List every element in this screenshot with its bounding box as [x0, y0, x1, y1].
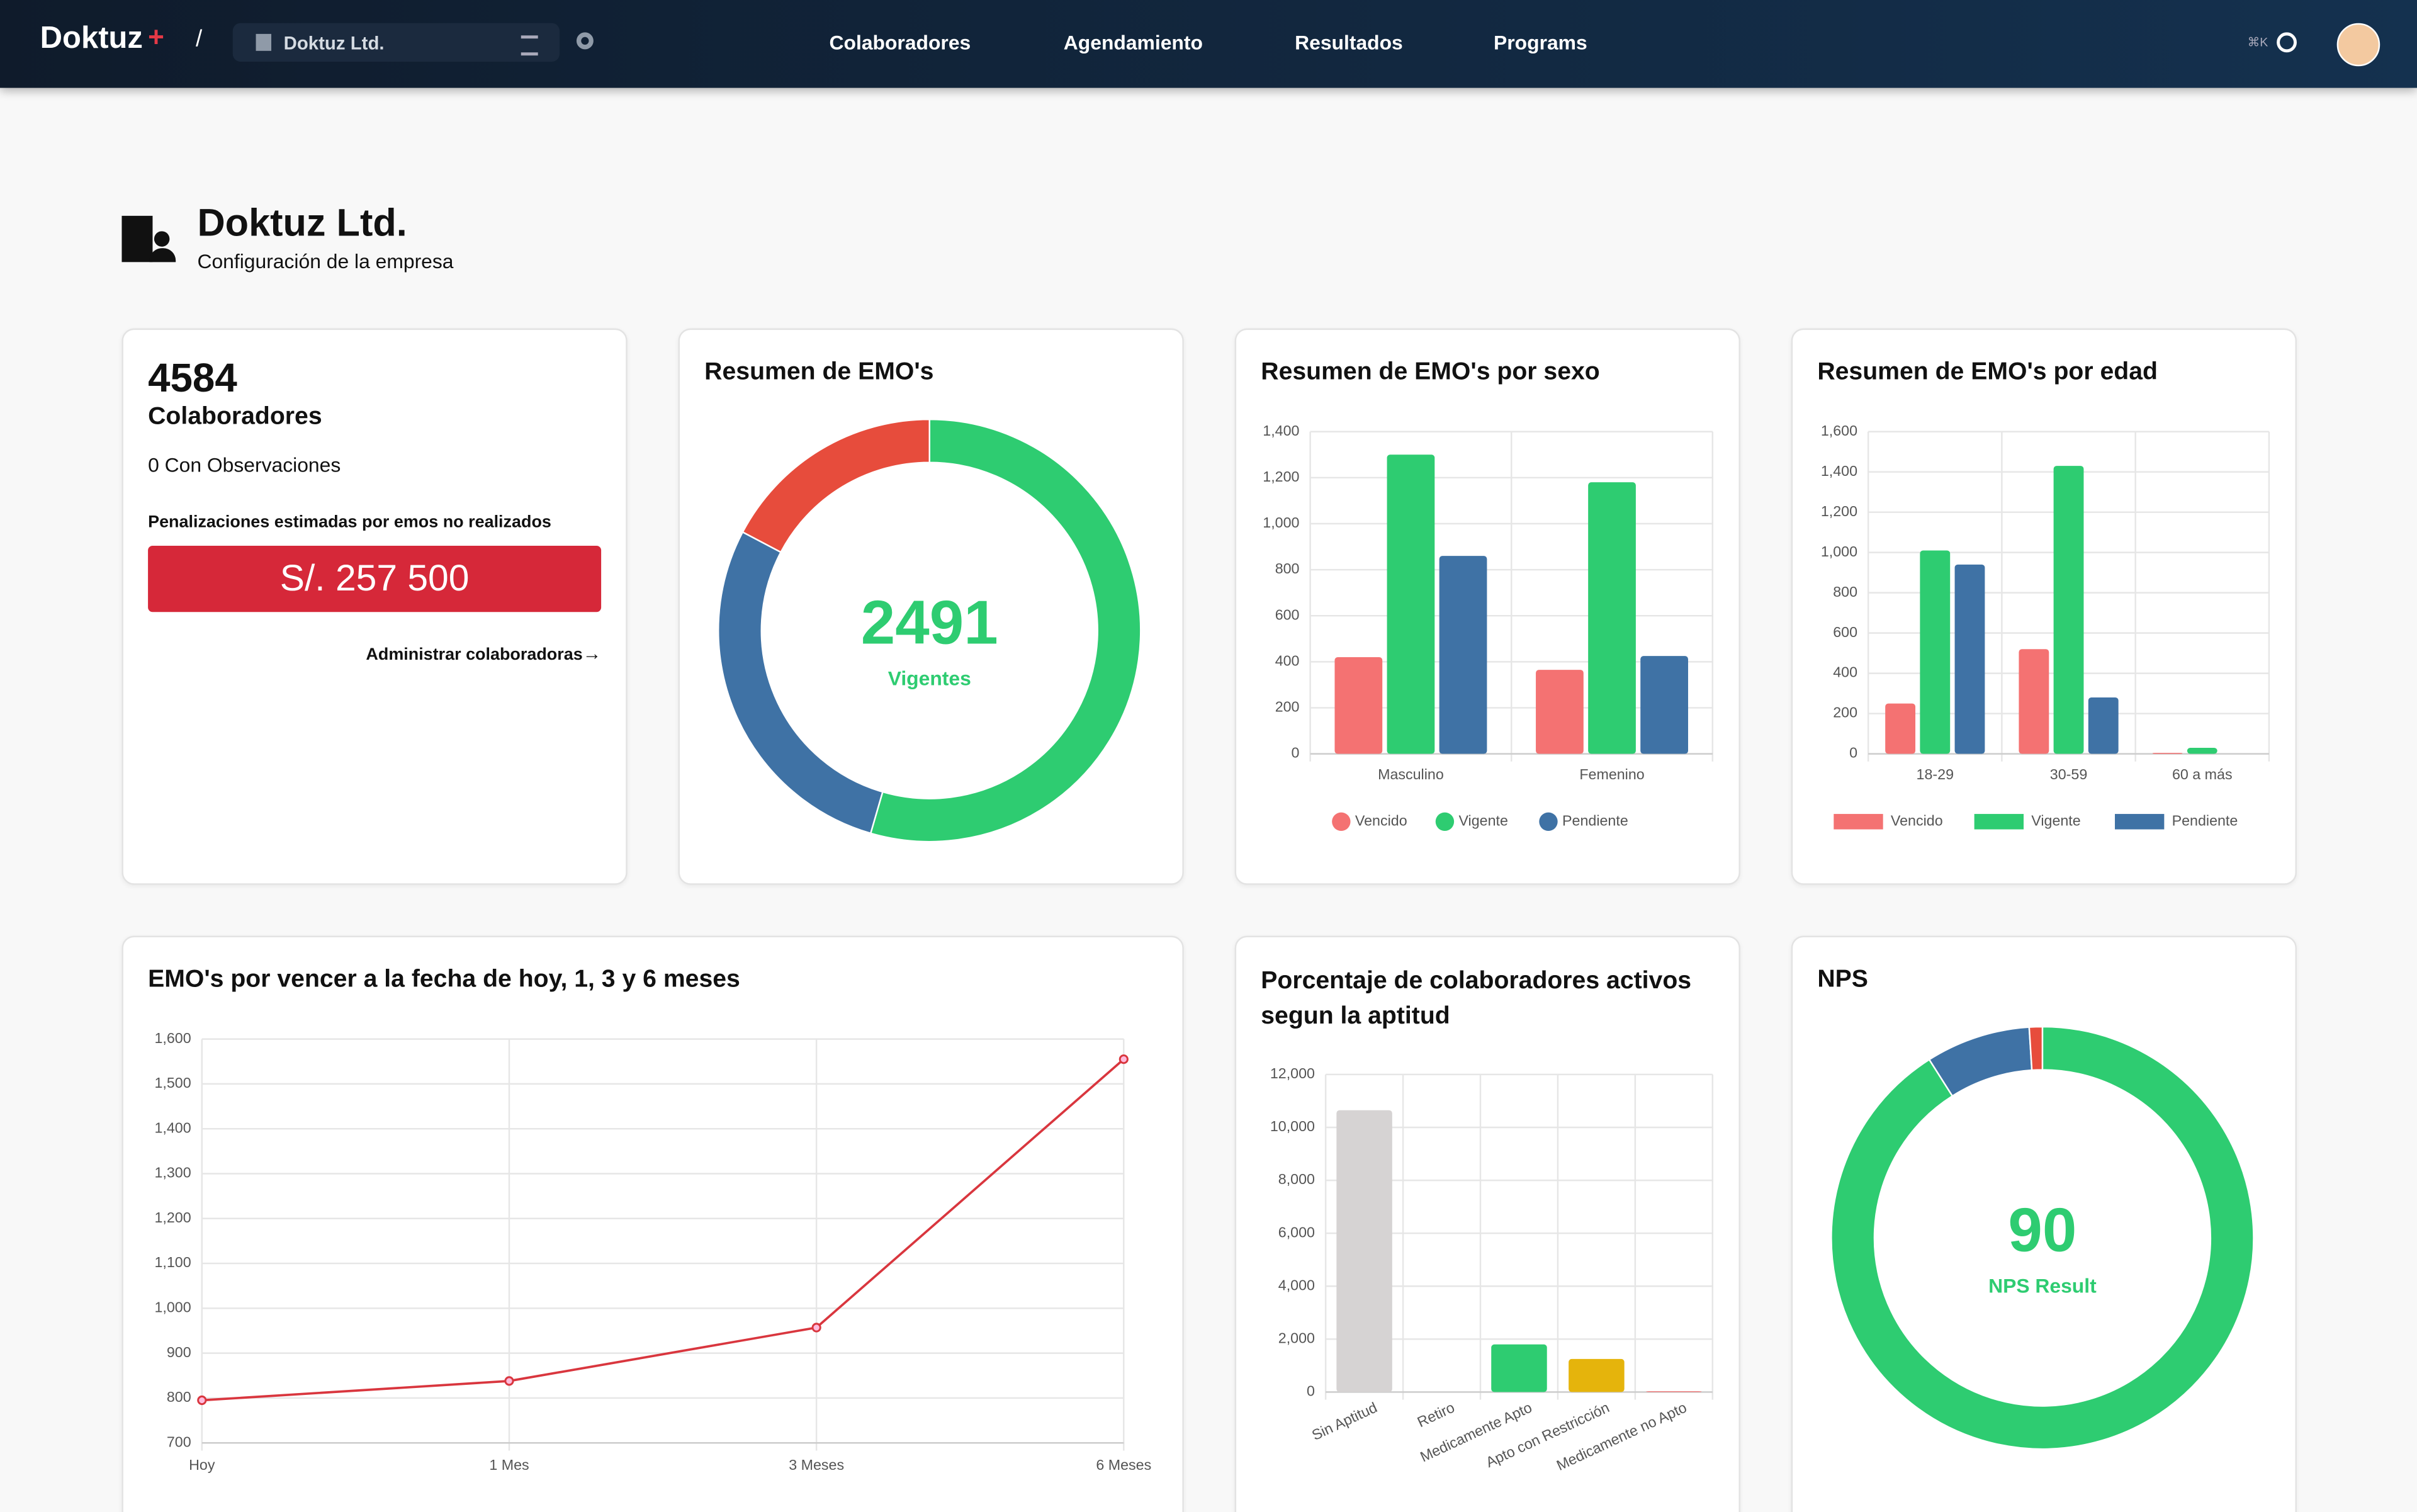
bar	[1336, 1110, 1392, 1392]
y-tick-label: 0	[1292, 745, 1300, 761]
y-tick-label: 1,200	[1821, 503, 1857, 519]
y-tick-label: 1,200	[154, 1209, 191, 1226]
legend-marker	[1834, 814, 1883, 829]
y-tick-label: 1,400	[1821, 463, 1857, 479]
y-tick-label: 10,000	[1270, 1118, 1315, 1134]
center-label: NPS Result	[1988, 1274, 2097, 1297]
center-value: 2491	[861, 588, 998, 657]
legend-label: Vigente	[2031, 812, 2080, 828]
legend-marker	[1539, 813, 1557, 831]
bar	[1920, 550, 1950, 753]
y-tick-label: 800	[1275, 560, 1300, 577]
x-tick-label: Medicamente no Apto	[1554, 1399, 1689, 1474]
y-tick-label: 200	[1275, 699, 1300, 715]
bar	[2153, 753, 2183, 754]
y-tick-label: 600	[1275, 606, 1300, 623]
line	[202, 1059, 1124, 1401]
y-tick-label: 600	[1833, 624, 1857, 640]
legend-label: Vencido	[1355, 812, 1407, 828]
x-tick-label: 1 Mes	[489, 1457, 529, 1473]
x-tick-label: 3 Meses	[789, 1457, 844, 1473]
legend-marker	[2115, 814, 2164, 829]
x-tick-label: 18-29	[1917, 766, 1954, 782]
x-tick-label: Hoy	[189, 1457, 215, 1473]
bar	[2019, 649, 2049, 753]
y-tick-label: 8,000	[1278, 1171, 1315, 1187]
y-tick-label: 1,000	[1263, 514, 1299, 531]
y-tick-label: 0	[1307, 1383, 1315, 1399]
bar	[1646, 1391, 1702, 1392]
bar	[1955, 565, 1985, 754]
y-tick-label: 1,400	[154, 1119, 191, 1136]
center-value: 90	[2008, 1195, 2076, 1265]
y-tick-label: 1,100	[154, 1254, 191, 1270]
y-tick-label: 1,000	[154, 1299, 191, 1316]
y-tick-label: 12,000	[1270, 1065, 1315, 1081]
y-tick-label: 1,400	[1263, 422, 1299, 439]
x-tick-label: Femenino	[1579, 766, 1644, 782]
x-tick-label: 60 a más	[2172, 766, 2233, 782]
y-tick-label: 200	[1833, 704, 1857, 721]
bar	[1569, 1359, 1625, 1392]
point	[198, 1396, 206, 1404]
point	[1120, 1056, 1127, 1063]
legend-marker	[1332, 813, 1350, 831]
bar	[2088, 697, 2119, 754]
bar	[1387, 454, 1435, 753]
x-tick-label: 30-59	[2050, 766, 2087, 782]
y-tick-label: 0	[1849, 745, 1857, 761]
y-tick-label: 900	[167, 1344, 191, 1360]
bar	[1439, 556, 1487, 753]
point	[505, 1377, 513, 1385]
doughnut-segment	[2029, 1027, 2042, 1070]
legend-label: Vencido	[1891, 812, 1943, 828]
x-tick-label: Masculino	[1378, 766, 1444, 782]
bar	[1536, 670, 1584, 753]
doughnut-segment	[718, 532, 882, 833]
bar	[1588, 482, 1636, 753]
y-tick-label: 800	[167, 1389, 191, 1405]
legend-marker	[1975, 814, 2024, 829]
bar	[1334, 657, 1382, 754]
y-tick-label: 1,300	[154, 1165, 191, 1181]
bar	[2054, 466, 2084, 753]
bar	[1885, 704, 1915, 754]
legend-label: Pendiente	[2172, 812, 2238, 828]
legend-label: Vigente	[1458, 812, 1507, 828]
x-tick-label: Retiro	[1415, 1399, 1457, 1430]
bar	[1640, 656, 1688, 753]
y-tick-label: 6,000	[1278, 1224, 1315, 1240]
y-tick-label: 1,600	[154, 1030, 191, 1046]
bar	[2187, 748, 2217, 754]
center-label: Vigentes	[888, 667, 971, 689]
legend-label: Pendiente	[1562, 812, 1628, 828]
y-tick-label: 1,000	[1821, 543, 1857, 560]
legend-marker	[1436, 813, 1454, 831]
bar	[1491, 1345, 1547, 1392]
y-tick-label: 400	[1275, 652, 1300, 669]
y-tick-label: 400	[1833, 664, 1857, 680]
x-tick-label: 6 Meses	[1096, 1457, 1151, 1473]
doughnut-segment	[743, 419, 930, 552]
x-tick-label: Sin Aptitud	[1309, 1399, 1380, 1443]
point	[813, 1324, 820, 1331]
y-tick-label: 800	[1833, 584, 1857, 600]
y-tick-label: 1,500	[154, 1075, 191, 1091]
y-tick-label: 2,000	[1278, 1329, 1315, 1346]
y-tick-label: 1,600	[1821, 422, 1857, 439]
y-tick-label: 4,000	[1278, 1277, 1315, 1293]
y-tick-label: 1,200	[1263, 468, 1299, 485]
y-tick-label: 700	[167, 1433, 191, 1450]
